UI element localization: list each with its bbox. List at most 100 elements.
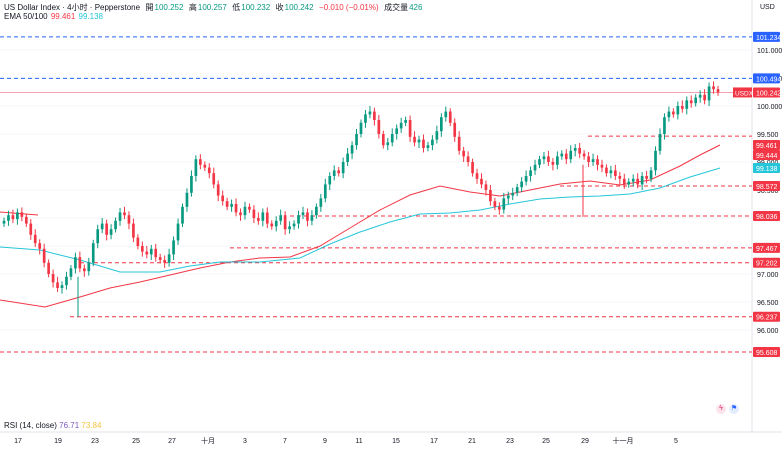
candlestick — [614, 164, 617, 180]
candlestick — [234, 198, 238, 217]
candle-body — [74, 257, 77, 269]
candle-body — [435, 131, 439, 140]
candle-body — [596, 159, 599, 165]
time-tick-label: 25 — [132, 438, 140, 445]
candle-body — [279, 215, 283, 221]
candlestick — [698, 90, 702, 103]
candlestick — [87, 257, 91, 276]
rsi-legend[interactable]: RSI (14, close) 76.71 73.84 — [4, 421, 101, 430]
candle-body — [676, 106, 680, 115]
candle-body — [167, 254, 171, 263]
candlestick — [38, 239, 42, 255]
price-tag-bg — [753, 180, 780, 191]
candlestick — [230, 199, 233, 212]
candlestick — [399, 117, 403, 133]
candlestick — [654, 146, 657, 176]
candle-body — [265, 212, 269, 224]
time-tick-label: 21 — [468, 438, 476, 445]
candle-body — [132, 223, 135, 238]
candle-body — [261, 212, 265, 221]
candlestick — [622, 173, 626, 189]
candle-body — [636, 178, 640, 185]
candlestick — [216, 180, 220, 202]
time-tick-label: 十一月 — [613, 436, 634, 445]
candle-body — [364, 114, 367, 123]
low-value: 100.232 — [241, 3, 271, 12]
price-tick-label: 98.500 — [757, 188, 779, 195]
time-tick-label: 3 — [243, 438, 247, 445]
ema-legend[interactable]: EMA 50/100 99.461 99.138 — [4, 12, 104, 22]
candlestick — [395, 124, 399, 140]
candlestick — [74, 252, 77, 274]
candle-body — [672, 111, 675, 115]
alert-icon[interactable]: ϟ — [716, 404, 726, 414]
candle-body — [16, 212, 19, 220]
candle-body — [248, 206, 251, 210]
candle-body — [439, 117, 443, 132]
candlestick — [703, 89, 706, 105]
candlestick — [199, 154, 202, 170]
candle-body — [529, 170, 532, 176]
candle-body — [448, 111, 452, 123]
candlestick — [176, 218, 180, 245]
price-tag-bg — [753, 163, 780, 173]
candle-body — [484, 184, 488, 190]
candlestick — [203, 161, 207, 171]
candle-body — [417, 139, 421, 143]
candlestick — [453, 118, 457, 142]
candle-body — [707, 86, 711, 101]
candlestick — [471, 158, 474, 177]
candlestick — [167, 248, 171, 267]
candlestick — [426, 141, 430, 152]
candle-body — [346, 153, 349, 162]
symbol-tag-bg — [733, 87, 752, 98]
candlestick — [163, 255, 166, 268]
candle-body — [431, 139, 434, 146]
price-tag-bg — [753, 87, 780, 98]
candlestick — [243, 201, 247, 220]
flag-icon[interactable]: ⚑ — [729, 404, 739, 414]
candlestick — [132, 218, 135, 243]
candle-body — [24, 216, 28, 224]
candlestick — [417, 135, 421, 148]
candlestick — [484, 180, 488, 196]
candle-body — [444, 111, 448, 118]
candlestick — [413, 131, 416, 147]
candlestick — [605, 164, 608, 177]
rsi-ma-value: 73.84 — [81, 421, 102, 430]
candlestick — [502, 192, 506, 214]
volume-label: 成交量 — [384, 3, 409, 12]
candlestick — [587, 151, 590, 168]
candlestick — [123, 206, 126, 220]
candlestick — [364, 109, 367, 128]
candle-body — [609, 170, 613, 174]
candlestick — [591, 153, 595, 166]
candle-body — [600, 164, 604, 168]
time-tick-label: 29 — [581, 438, 589, 445]
price-tag-bg — [753, 31, 780, 42]
candlestick — [261, 208, 265, 227]
candle-body — [11, 215, 15, 220]
candlestick — [51, 269, 55, 288]
rsi-value: 76.71 — [59, 421, 80, 430]
grid — [0, 0, 782, 433]
candle-body — [556, 156, 559, 165]
candlestick — [368, 106, 372, 119]
price-tag-label: 101.234 — [756, 35, 781, 42]
candle-body — [78, 257, 82, 269]
candle-body — [270, 223, 274, 227]
candlestick — [658, 128, 662, 155]
candlestick — [350, 141, 354, 160]
candlestick — [283, 211, 287, 235]
candlestick — [680, 100, 684, 113]
price-tag-bg — [753, 73, 780, 84]
candlestick — [319, 193, 323, 212]
candlestick — [386, 137, 390, 151]
candle-body — [489, 190, 492, 202]
candlestick — [194, 155, 198, 182]
close-value: 100.242 — [284, 3, 314, 12]
candlestick — [596, 155, 599, 171]
price-tag-bg — [753, 210, 780, 221]
candlestick — [221, 190, 225, 206]
